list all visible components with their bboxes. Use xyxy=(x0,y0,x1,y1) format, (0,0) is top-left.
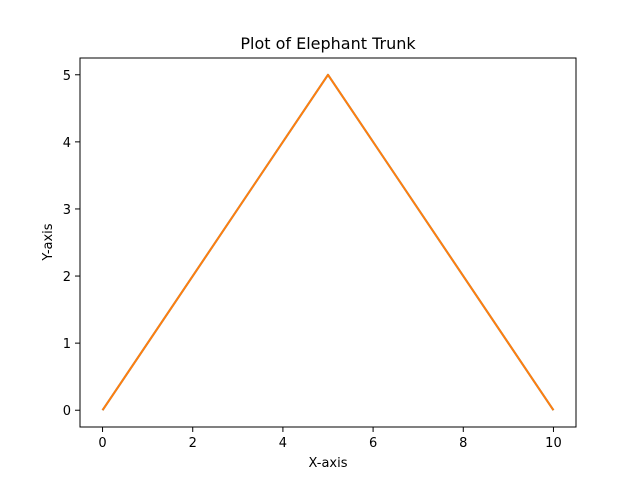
x-tick-label: 0 xyxy=(98,436,106,451)
chart-title: Plot of Elephant Trunk xyxy=(240,34,416,53)
y-tick-label: 0 xyxy=(63,404,71,419)
x-tick-label: 10 xyxy=(545,436,562,451)
x-tick-label: 6 xyxy=(369,436,377,451)
y-tick-label: 4 xyxy=(63,136,71,151)
y-axis-ticks: 0 1 2 3 4 5 xyxy=(63,69,80,419)
y-tick-label: 3 xyxy=(63,203,71,218)
x-axis-ticks: 0 2 4 6 8 10 xyxy=(98,427,562,451)
x-tick-label: 4 xyxy=(279,436,287,451)
x-axis-label: X-axis xyxy=(309,456,348,471)
y-axis-label: Y-axis xyxy=(41,223,56,261)
series-layer xyxy=(101,73,555,411)
plot-area xyxy=(79,57,577,428)
series-line-2 xyxy=(101,73,555,411)
x-tick-label: 8 xyxy=(459,436,467,451)
series-line-1 xyxy=(101,73,555,411)
y-tick-label: 1 xyxy=(63,337,71,352)
y-tick-label: 5 xyxy=(63,69,71,84)
x-tick-label: 2 xyxy=(189,436,197,451)
y-tick-label: 2 xyxy=(63,270,71,285)
